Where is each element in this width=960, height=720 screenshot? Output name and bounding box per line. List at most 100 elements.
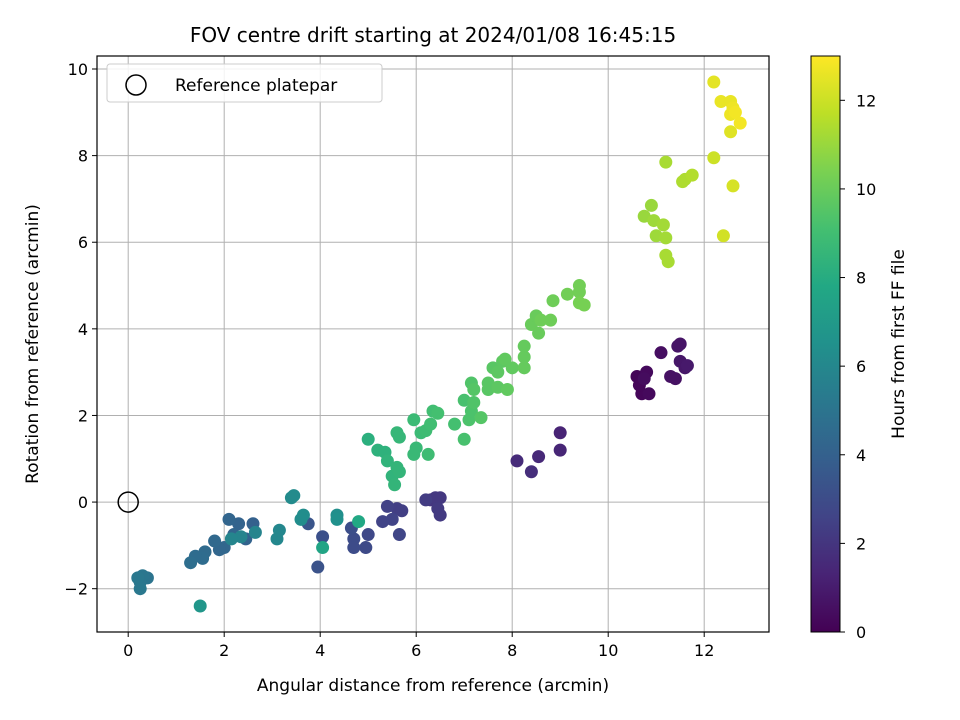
scatter-point xyxy=(577,298,591,312)
scatter-point xyxy=(517,350,531,364)
grid-lines xyxy=(97,56,769,632)
scatter-point xyxy=(431,406,445,420)
scatter-point xyxy=(352,515,366,529)
scatter-point xyxy=(392,430,406,444)
scatter-point xyxy=(193,599,207,613)
legend-marker-open-circle xyxy=(125,74,147,96)
scatter-point xyxy=(659,231,673,245)
y-tick-label: 0 xyxy=(78,493,88,512)
scatter-point xyxy=(208,534,222,548)
scatter-point xyxy=(359,541,373,555)
scatter-point xyxy=(534,313,548,327)
scatter-point xyxy=(287,489,301,503)
scatter-point xyxy=(642,387,656,401)
scatter-point xyxy=(419,493,433,507)
scatter-point xyxy=(294,512,308,526)
scatter-point xyxy=(505,361,519,375)
colorbar-tick-label: 6 xyxy=(856,357,866,376)
x-tick-label: 12 xyxy=(694,641,714,660)
colorbar-tick-label: 4 xyxy=(856,446,866,465)
scatter-point xyxy=(532,326,546,340)
scatter-point xyxy=(388,478,402,492)
scatter-point xyxy=(330,512,344,526)
scatter-point xyxy=(673,337,687,351)
scatter-point xyxy=(184,556,198,570)
scatter-point xyxy=(133,582,147,596)
scatter-point xyxy=(222,512,236,526)
scatter-point xyxy=(659,155,673,169)
scatter-point xyxy=(131,571,145,585)
scatter-point xyxy=(637,372,651,386)
scatter-point xyxy=(532,450,546,464)
data-points xyxy=(131,75,747,613)
scatter-point xyxy=(654,346,668,360)
scatter-point xyxy=(392,465,406,479)
scatter-point xyxy=(524,465,538,479)
scatter-point xyxy=(311,560,325,574)
scatter-point xyxy=(707,75,721,89)
scatter-point xyxy=(728,105,742,119)
scatter-point xyxy=(392,528,406,542)
scatter-point xyxy=(572,285,586,299)
scatter-point xyxy=(380,454,394,468)
colorbar-tick-label: 2 xyxy=(856,534,866,553)
x-tick-label: 4 xyxy=(315,641,325,660)
scatter-point xyxy=(560,287,574,301)
x-axis-label: Angular distance from reference (arcmin) xyxy=(257,676,609,696)
scatter-point xyxy=(224,532,238,546)
colorbar-tick-label: 8 xyxy=(856,269,866,288)
scatter-point xyxy=(424,417,438,431)
scatter-point xyxy=(707,151,721,165)
reference-point-marker xyxy=(117,491,139,513)
scatter-point xyxy=(347,541,361,555)
scatter-point xyxy=(361,528,375,542)
scatter-point xyxy=(467,395,481,409)
scatter-point xyxy=(421,447,435,461)
scatter-point xyxy=(457,432,471,446)
colorbar-tick-label: 10 xyxy=(856,180,876,199)
scatter-point xyxy=(395,504,409,518)
scatter-point xyxy=(361,432,375,446)
scatter-point xyxy=(517,339,531,353)
scatter-point xyxy=(716,229,730,243)
scatter-point xyxy=(433,491,447,505)
scatter-point xyxy=(491,365,505,379)
scatter-point xyxy=(544,313,558,327)
legend-box xyxy=(106,63,383,103)
scatter-point xyxy=(498,352,512,366)
scatter-point xyxy=(248,525,262,539)
colorbar: 0 2 4 6 8 10 12 Hours from first FF file xyxy=(810,55,909,642)
scatter-point xyxy=(380,499,394,513)
y-tick-label: 4 xyxy=(78,320,88,339)
scatter-point xyxy=(272,523,286,537)
scatter-point xyxy=(433,508,447,522)
scatter-point xyxy=(714,94,728,108)
colorbar-label: Hours from first FF file xyxy=(889,249,909,439)
scatter-point xyxy=(474,411,488,425)
scatter-point xyxy=(510,454,524,468)
scatter-point xyxy=(644,198,658,212)
scatter-point xyxy=(680,359,694,373)
x-tick-label: 0 xyxy=(123,641,133,660)
x-tick-label: 2 xyxy=(219,641,229,660)
scatter-point xyxy=(316,530,330,544)
y-tick-label: 10 xyxy=(68,60,88,79)
x-tick-label: 10 xyxy=(598,641,618,660)
scatter-point xyxy=(316,541,330,555)
colorbar-tick-label: 12 xyxy=(856,91,876,110)
scatter-point xyxy=(546,294,560,308)
legend-label: Reference platepar xyxy=(175,76,337,96)
scatter-point xyxy=(668,372,682,386)
y-tick-label: −2 xyxy=(64,580,88,599)
x-axis-ticks: 0 2 4 6 8 10 12 xyxy=(123,632,714,660)
colorbar-gradient xyxy=(810,55,841,633)
scatter-point xyxy=(376,515,390,529)
y-tick-label: 8 xyxy=(78,147,88,166)
chart-title: FOV centre drift starting at 2024/01/08 … xyxy=(190,23,676,47)
scatter-point xyxy=(409,441,423,455)
scatter-point xyxy=(517,361,531,375)
scatter-point xyxy=(500,382,514,396)
scatter-point xyxy=(656,218,670,232)
y-axis-label: Rotation from reference (arcmin) xyxy=(23,204,43,484)
